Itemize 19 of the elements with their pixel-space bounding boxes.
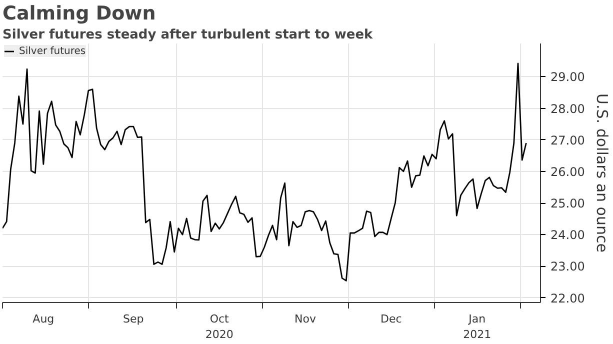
- y-tick-label: 26.00: [550, 164, 585, 179]
- legend-label: Silver futures: [19, 45, 86, 57]
- x-tick-label: Oct 2020: [205, 312, 234, 342]
- y-tick-label: 24.00: [550, 228, 585, 242]
- y-tick-label: 27.00: [550, 133, 585, 148]
- x-tick-label: Dec: [380, 312, 402, 326]
- y-axis-title: U.S. dollars an ounce: [592, 94, 611, 252]
- line-series: [2, 62, 527, 282]
- x-tick-label: Nov: [294, 312, 316, 326]
- y-tick-label: 25.00: [550, 196, 585, 211]
- x-tick-label: Aug: [32, 312, 54, 326]
- chart-title: Calming Down: [2, 2, 156, 24]
- y-tick-label: 23.00: [550, 260, 585, 274]
- x-tick-label: Sep: [123, 312, 144, 326]
- y-tick-label: 29.00: [550, 70, 585, 84]
- chart-subtitle: Silver futures steady after turbulent start to week: [2, 28, 374, 42]
- y-tick-label: 22.00: [550, 291, 585, 306]
- x-tick-label: Jan 2021: [463, 312, 492, 342]
- y-tick-label: 28.00: [550, 102, 585, 116]
